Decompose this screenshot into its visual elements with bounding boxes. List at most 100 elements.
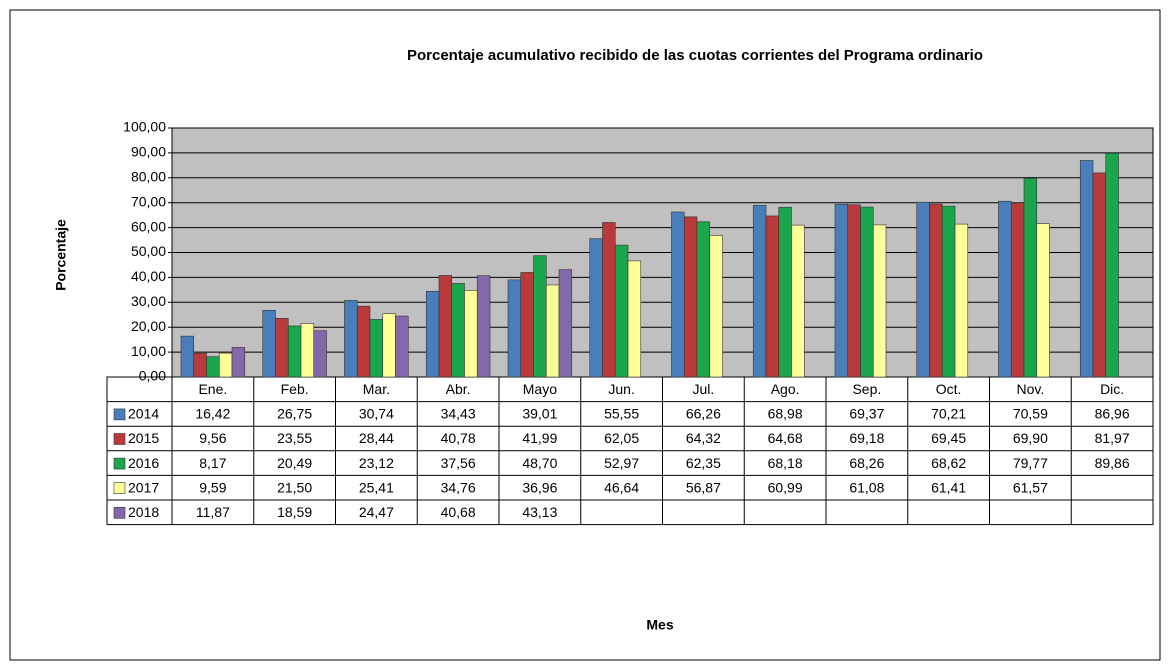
bar [218,352,233,378]
bar [545,284,560,378]
legend-label: 2015 [128,430,159,446]
table-value: 56,87 [686,479,721,495]
bar [395,315,409,378]
bar [916,201,930,378]
table-value: 30,74 [359,406,394,422]
x-tick-label: Dic. [1100,381,1124,397]
bar [998,200,1012,378]
chart-title: Porcentaje acumulativo recibido de las c… [407,47,983,64]
table-value: 86,96 [1095,406,1130,422]
table-value: 48,70 [522,455,557,471]
table-value: 69,37 [849,406,884,422]
table-value: 64,68 [768,430,803,446]
table-value: 69,90 [1013,430,1048,446]
table-value: 52,97 [604,455,639,471]
bar [752,204,767,378]
table-value: 37,56 [441,455,476,471]
table-value: 68,62 [931,455,966,471]
table-value: 41,99 [522,430,557,446]
legend-key [113,482,126,495]
x-tick-label: Mar. [363,381,390,397]
bar [476,275,491,378]
table-value: 36,96 [522,479,557,495]
x-tick-label: Nov. [1017,381,1045,397]
table-value: 46,64 [604,479,639,495]
table-value: 61,41 [931,479,966,495]
bar [382,313,396,378]
bar [300,323,315,378]
table-value: 68,98 [768,406,803,422]
bar [231,347,246,378]
table-value: 64,32 [686,430,721,446]
table-value: 70,59 [1013,406,1048,422]
bar [438,275,453,378]
bar [275,318,289,378]
bar [602,222,616,378]
bar [1023,178,1038,378]
y-tick-label: 70,00 [131,193,166,209]
y-tick-label: 90,00 [131,144,166,160]
table-value: 69,18 [849,430,884,446]
bar [287,325,302,378]
table-value: 55,55 [604,406,639,422]
table-value: 24,47 [359,504,394,520]
table-value: 79,77 [1013,455,1048,471]
bar [847,204,861,378]
table-value: 89,86 [1095,455,1130,471]
x-tick-label: Ene. [198,381,227,397]
y-tick-label: 100,00 [123,119,166,135]
table-value: 70,21 [931,406,966,422]
table-value: 60,99 [768,479,803,495]
table-value: 16,42 [195,406,230,422]
legend-key [113,408,126,421]
x-tick-label: Jul. [692,381,714,397]
table-value: 9,56 [199,430,226,446]
bar [262,310,276,378]
table-value: 39,01 [522,406,557,422]
bar [206,356,220,378]
bar [1010,202,1025,378]
legend-label: 2018 [128,504,159,520]
table-value: 69,45 [931,430,966,446]
table-value: 40,68 [441,504,476,520]
table-value: 68,26 [849,455,884,471]
table-value: 26,75 [277,406,312,422]
y-tick-label: 60,00 [131,218,166,234]
x-axis-title: Mes [646,617,673,633]
x-tick-label: Ago. [771,381,800,397]
bar [464,290,478,378]
table-value: 40,78 [441,430,476,446]
x-tick-label: Feb. [281,381,309,397]
table-value: 66,26 [686,406,721,422]
x-tick-label: Jun. [608,381,634,397]
table-value: 23,55 [277,430,312,446]
y-tick-label: 10,00 [131,343,166,359]
table-value: 11,87 [196,504,230,520]
table-value: 28,44 [359,430,394,446]
legend-label: 2016 [128,455,159,471]
bar [834,203,849,378]
y-tick-label: 80,00 [131,169,166,185]
bar [520,272,534,378]
table-value: 25,41 [359,479,394,495]
bar [872,224,887,378]
bar [356,305,371,378]
bar [425,290,440,378]
y-tick-label: 0,00 [139,368,166,384]
bar [765,215,780,378]
table-value: 9,59 [199,479,226,495]
x-tick-label: Oct. [936,381,962,397]
bar [1036,223,1050,378]
bar [627,260,642,378]
bar [507,279,522,378]
table-value: 21,50 [277,479,312,495]
bar [451,283,465,378]
table-value: 68,18 [768,455,803,471]
bar [533,255,547,378]
y-tick-label: 20,00 [131,318,166,334]
bar [589,238,603,378]
bar [709,235,723,378]
bar [180,335,195,378]
